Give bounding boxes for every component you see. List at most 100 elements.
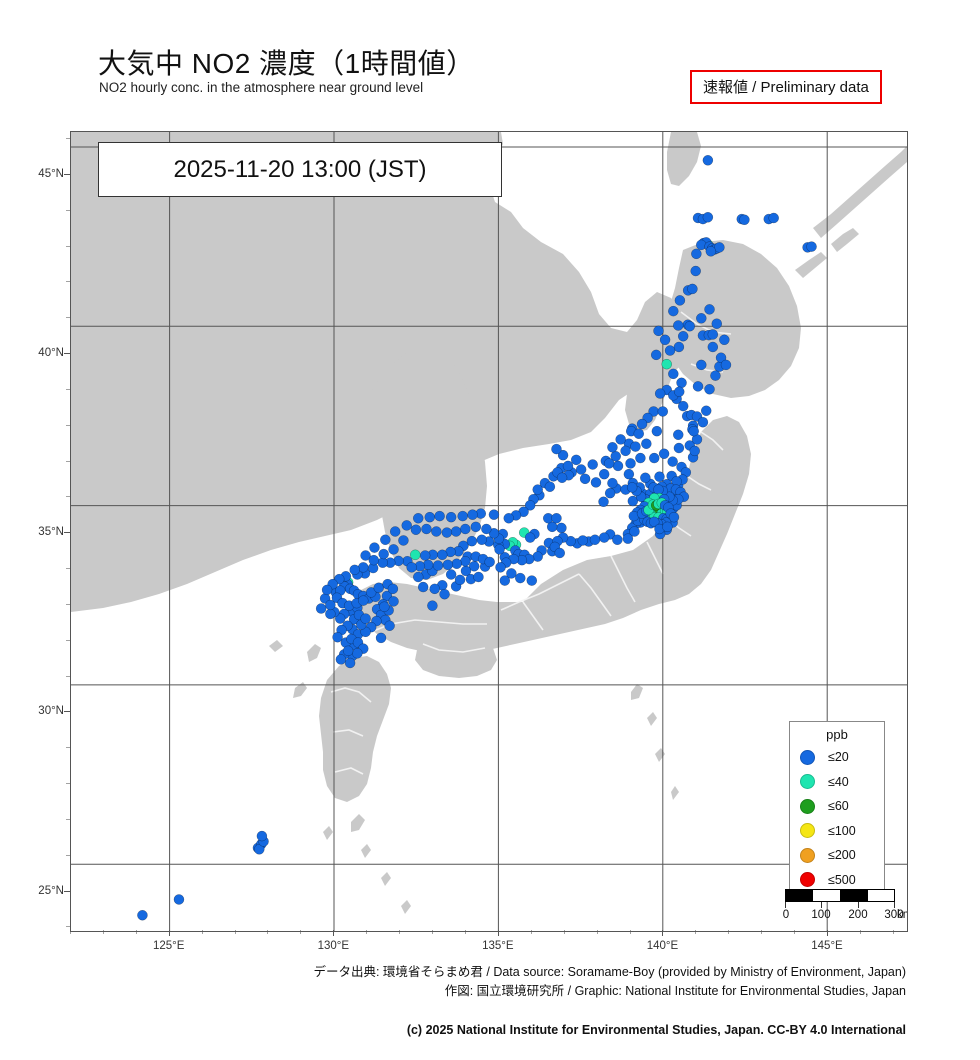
observation-point[interactable]: [676, 377, 687, 389]
observation-point[interactable]: [690, 265, 701, 277]
observation-point[interactable]: [457, 510, 468, 522]
observation-point[interactable]: [412, 512, 424, 524]
observation-point[interactable]: [711, 318, 723, 329]
observation-point[interactable]: [707, 329, 719, 340]
observation-point[interactable]: [641, 438, 652, 449]
observation-point[interactable]: [626, 482, 638, 493]
observation-point[interactable]: [658, 448, 670, 459]
observation-point[interactable]: [557, 449, 569, 461]
observation-point[interactable]: [315, 603, 327, 614]
observation-point[interactable]: [692, 381, 704, 392]
observation-point[interactable]: [610, 451, 621, 462]
observation-point[interactable]: [673, 429, 684, 441]
observation-point[interactable]: [524, 500, 536, 511]
observation-point[interactable]: [488, 509, 500, 520]
observation-point[interactable]: [173, 894, 185, 905]
observation-point[interactable]: [739, 214, 750, 226]
observation-point[interactable]: [556, 522, 567, 534]
observation-point[interactable]: [439, 588, 450, 600]
observation-point[interactable]: [499, 575, 511, 586]
observation-point[interactable]: [654, 388, 666, 399]
observation-point[interactable]: [673, 442, 685, 454]
observation-point[interactable]: [546, 521, 558, 533]
observation-point[interactable]: [673, 341, 685, 353]
observation-point[interactable]: [365, 587, 377, 598]
observation-point[interactable]: [587, 459, 598, 470]
observation-point[interactable]: [570, 454, 582, 466]
observation-point[interactable]: [454, 574, 466, 586]
observation-point[interactable]: [715, 352, 727, 363]
observation-point[interactable]: [577, 535, 589, 546]
observation-point[interactable]: [424, 511, 436, 523]
observation-point[interactable]: [648, 516, 660, 528]
observation-point[interactable]: [344, 657, 356, 669]
observation-point[interactable]: [696, 313, 707, 324]
observation-point[interactable]: [349, 564, 360, 576]
observation-point[interactable]: [503, 512, 514, 524]
observation-point[interactable]: [689, 445, 700, 457]
observation-point[interactable]: [432, 560, 444, 571]
observation-point[interactable]: [659, 334, 671, 346]
observation-point[interactable]: [445, 511, 457, 523]
observation-point[interactable]: [554, 547, 566, 559]
observation-point[interactable]: [704, 384, 715, 395]
observation-point[interactable]: [434, 510, 445, 522]
observation-point[interactable]: [467, 509, 478, 520]
observation-point[interactable]: [661, 358, 672, 370]
observation-point[interactable]: [495, 562, 506, 573]
observation-point[interactable]: [532, 484, 543, 495]
observation-point[interactable]: [417, 581, 429, 593]
observation-point[interactable]: [598, 468, 610, 480]
observation-point[interactable]: [627, 495, 639, 507]
observation-point[interactable]: [358, 595, 369, 606]
observation-point[interactable]: [623, 468, 635, 480]
observation-point[interactable]: [334, 613, 346, 624]
observation-point[interactable]: [368, 554, 380, 566]
observation-point[interactable]: [714, 242, 725, 253]
observation-point[interactable]: [551, 512, 562, 524]
observation-point[interactable]: [325, 608, 336, 620]
observation-point[interactable]: [450, 526, 462, 537]
observation-point[interactable]: [410, 524, 422, 535]
observation-point[interactable]: [398, 535, 409, 546]
observation-point[interactable]: [700, 405, 712, 416]
observation-point[interactable]: [640, 472, 651, 484]
observation-point[interactable]: [515, 572, 526, 584]
observation-point[interactable]: [620, 445, 631, 457]
observation-point[interactable]: [379, 601, 390, 612]
observation-point[interactable]: [768, 212, 779, 224]
observation-point[interactable]: [401, 520, 412, 531]
observation-point[interactable]: [470, 521, 482, 533]
observation-point[interactable]: [526, 575, 538, 586]
observation-point[interactable]: [705, 246, 717, 257]
observation-point[interactable]: [650, 349, 662, 361]
observation-point[interactable]: [579, 473, 591, 485]
observation-point[interactable]: [636, 418, 648, 430]
observation-point[interactable]: [406, 562, 417, 573]
observation-point[interactable]: [427, 600, 438, 611]
observation-point[interactable]: [473, 571, 484, 583]
observation-point[interactable]: [412, 571, 424, 583]
observation-point[interactable]: [702, 155, 714, 166]
observation-point[interactable]: [674, 295, 686, 306]
observation-point[interactable]: [373, 582, 384, 593]
observation-point[interactable]: [321, 584, 333, 596]
observation-point[interactable]: [648, 452, 660, 464]
observation-point[interactable]: [603, 458, 615, 469]
observation-point[interactable]: [494, 544, 505, 555]
observation-point[interactable]: [589, 534, 601, 545]
observation-point[interactable]: [380, 534, 391, 545]
observation-point[interactable]: [488, 528, 500, 539]
observation-point[interactable]: [691, 248, 702, 260]
observation-point[interactable]: [332, 631, 343, 643]
observation-point[interactable]: [673, 320, 684, 331]
observation-point[interactable]: [445, 569, 457, 580]
observation-point[interactable]: [668, 305, 679, 317]
observation-point[interactable]: [384, 620, 395, 631]
observation-point[interactable]: [342, 645, 354, 657]
observation-point[interactable]: [335, 654, 347, 665]
observation-point[interactable]: [256, 830, 268, 842]
observation-point[interactable]: [421, 523, 432, 535]
observation-point[interactable]: [375, 632, 387, 644]
observation-point[interactable]: [442, 559, 454, 571]
